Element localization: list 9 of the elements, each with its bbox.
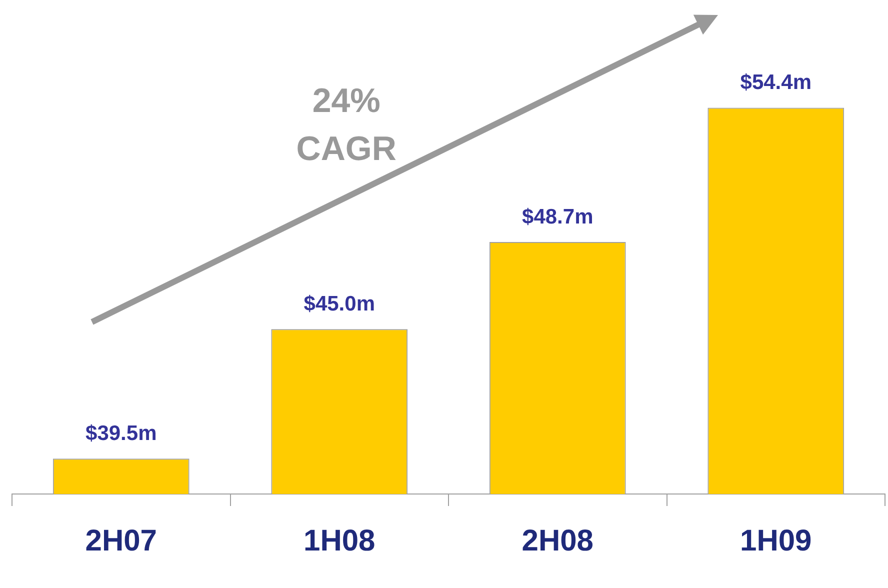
x-tick-label: 2H07 [85,524,157,558]
data-label: $39.5m [86,422,157,445]
annotation: 24% CAGR [296,82,396,168]
x-tick-label: 2H08 [522,524,594,558]
data-label: $45.0m [304,292,375,316]
data-label: $48.7m [522,205,594,228]
data-label: $54.4m [740,70,812,94]
x-tick-label: 1H08 [304,524,376,558]
x-tick-label: 1H09 [740,524,812,558]
